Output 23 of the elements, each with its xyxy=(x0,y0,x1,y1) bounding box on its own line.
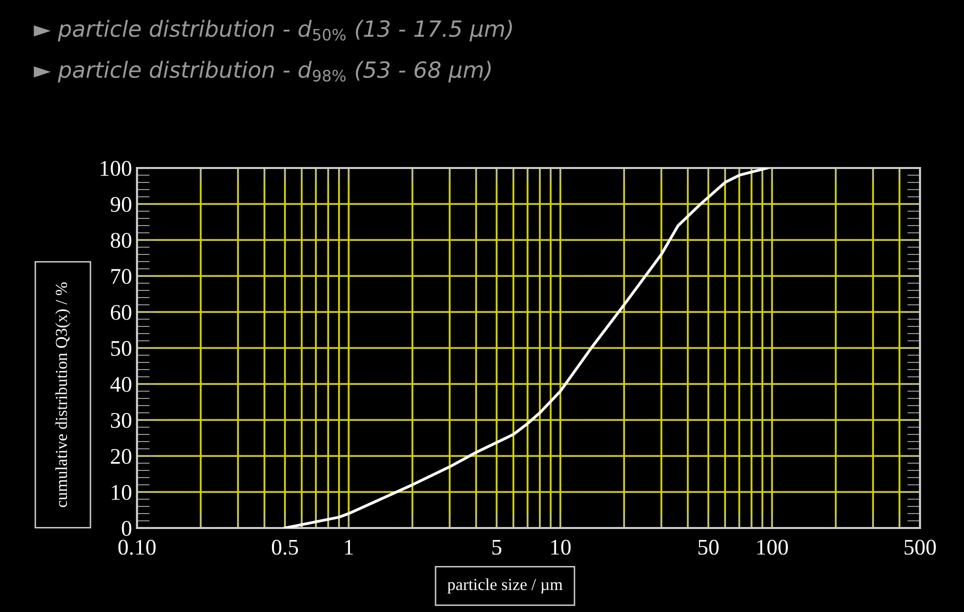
y-tick-label: 20 xyxy=(110,448,132,464)
y-tick-label: 0 xyxy=(122,520,132,536)
y-tick-label: 50 xyxy=(111,340,132,356)
y-tick-label: 60 xyxy=(110,304,132,320)
x-tick-label: 100 xyxy=(757,540,788,555)
x-tick-label: 5 xyxy=(492,540,502,555)
x-tick-label: 50 xyxy=(698,540,719,555)
chart-title: ► particle distribution - d$_{50%}$ (13 - 17.5 µm) xyxy=(34,20,512,42)
y-tick-label: 80 xyxy=(110,232,132,248)
y-tick-label: 90 xyxy=(110,196,132,212)
y-tick-label: 30 xyxy=(110,412,132,428)
chart-subtitle: ► particle distribution - d$_{98%}$ (53 - 68 µm) xyxy=(34,60,491,82)
x-axis-title: particle size / µm xyxy=(447,578,563,594)
x-tick-label: 10 xyxy=(551,540,571,555)
y-tick-label: 10 xyxy=(112,484,132,500)
y-tick-label: 70 xyxy=(111,268,132,284)
y-tick-label: 40 xyxy=(110,376,132,392)
x-tick-label: 0.5 xyxy=(272,540,298,555)
x-tick-label: 500 xyxy=(904,540,936,555)
x-tick-label: 0.10 xyxy=(118,540,156,555)
y-tick-label: 100 xyxy=(100,160,132,176)
y-axis-title: cumulative distribution Q3(x) / % xyxy=(55,282,70,508)
x-tick-label: 1 xyxy=(345,540,353,555)
